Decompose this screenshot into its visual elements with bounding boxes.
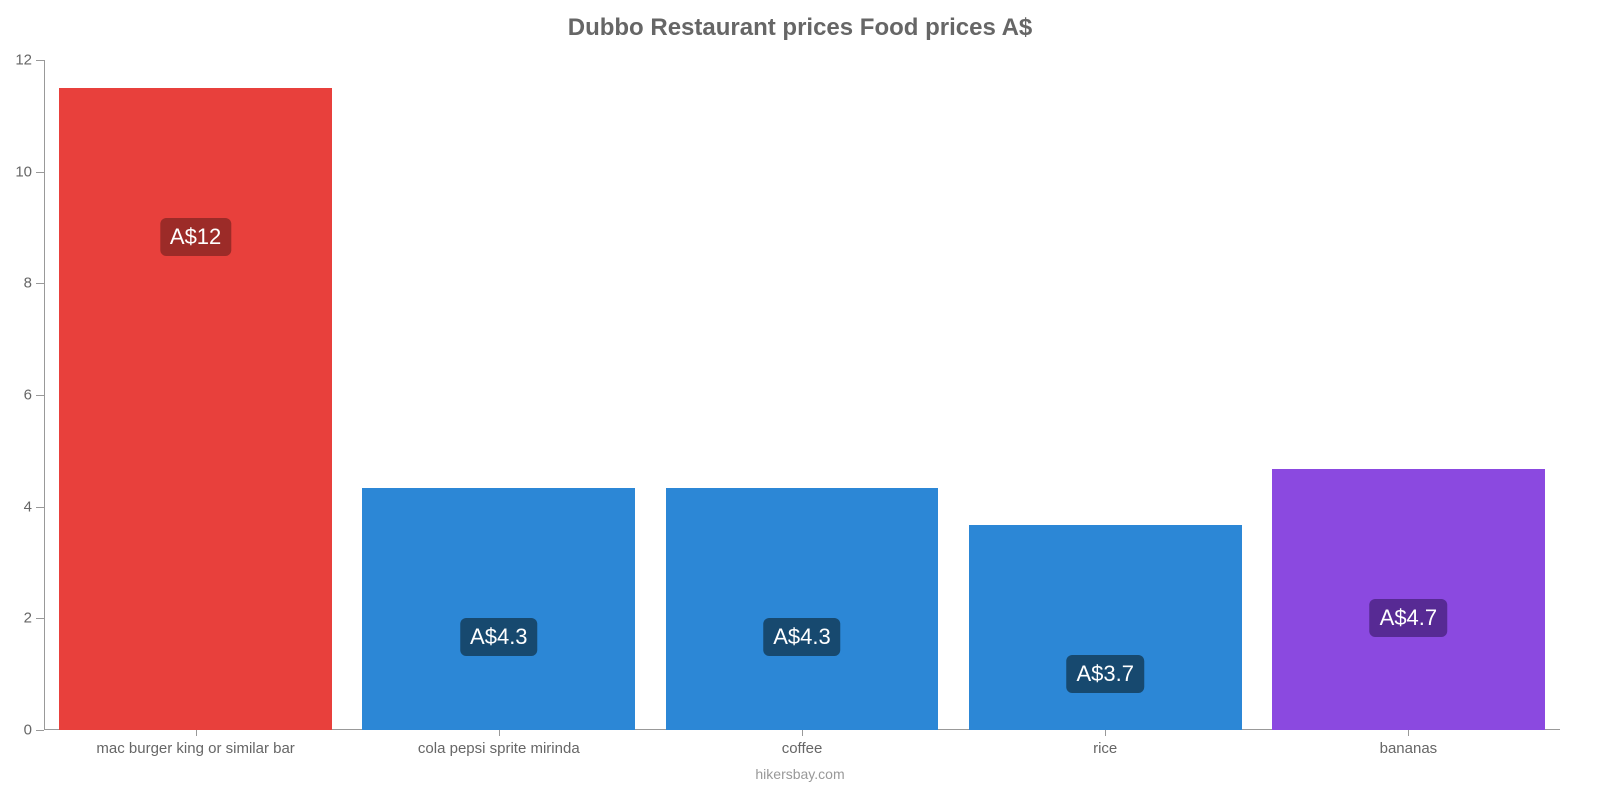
chart-title: Dubbo Restaurant prices Food prices A$ bbox=[0, 0, 1600, 42]
y-tick-label: 10 bbox=[15, 163, 44, 180]
x-tick-label: cola pepsi sprite mirinda bbox=[418, 730, 580, 757]
y-tick-label: 0 bbox=[24, 722, 44, 739]
chart-container: Dubbo Restaurant prices Food prices A$ 0… bbox=[0, 0, 1600, 800]
bar-value-badge: A$4.3 bbox=[460, 618, 538, 656]
bar-value-badge: A$12 bbox=[160, 218, 231, 256]
bar: A$4.7 bbox=[1272, 469, 1545, 730]
y-tick-label: 8 bbox=[24, 275, 44, 292]
bar: A$12 bbox=[59, 88, 332, 730]
plot-area: 024681012A$12mac burger king or similar … bbox=[44, 60, 1560, 730]
bar-value-badge: A$4.3 bbox=[763, 618, 841, 656]
x-tick-label: rice bbox=[1093, 730, 1117, 757]
x-tick-label: mac burger king or similar bar bbox=[96, 730, 294, 757]
y-tick-label: 4 bbox=[24, 498, 44, 515]
x-tick-label: coffee bbox=[782, 730, 823, 757]
bar: A$4.3 bbox=[362, 488, 635, 730]
bar-value-badge: A$3.7 bbox=[1066, 655, 1144, 693]
y-axis-line bbox=[44, 60, 45, 730]
x-tick-label: bananas bbox=[1380, 730, 1438, 757]
bar-value-badge: A$4.7 bbox=[1370, 599, 1448, 637]
bar: A$3.7 bbox=[969, 525, 1242, 730]
footer-credit: hikersbay.com bbox=[755, 766, 844, 782]
y-tick-label: 2 bbox=[24, 610, 44, 627]
y-tick-label: 12 bbox=[15, 52, 44, 69]
y-tick-label: 6 bbox=[24, 387, 44, 404]
bar: A$4.3 bbox=[666, 488, 939, 730]
